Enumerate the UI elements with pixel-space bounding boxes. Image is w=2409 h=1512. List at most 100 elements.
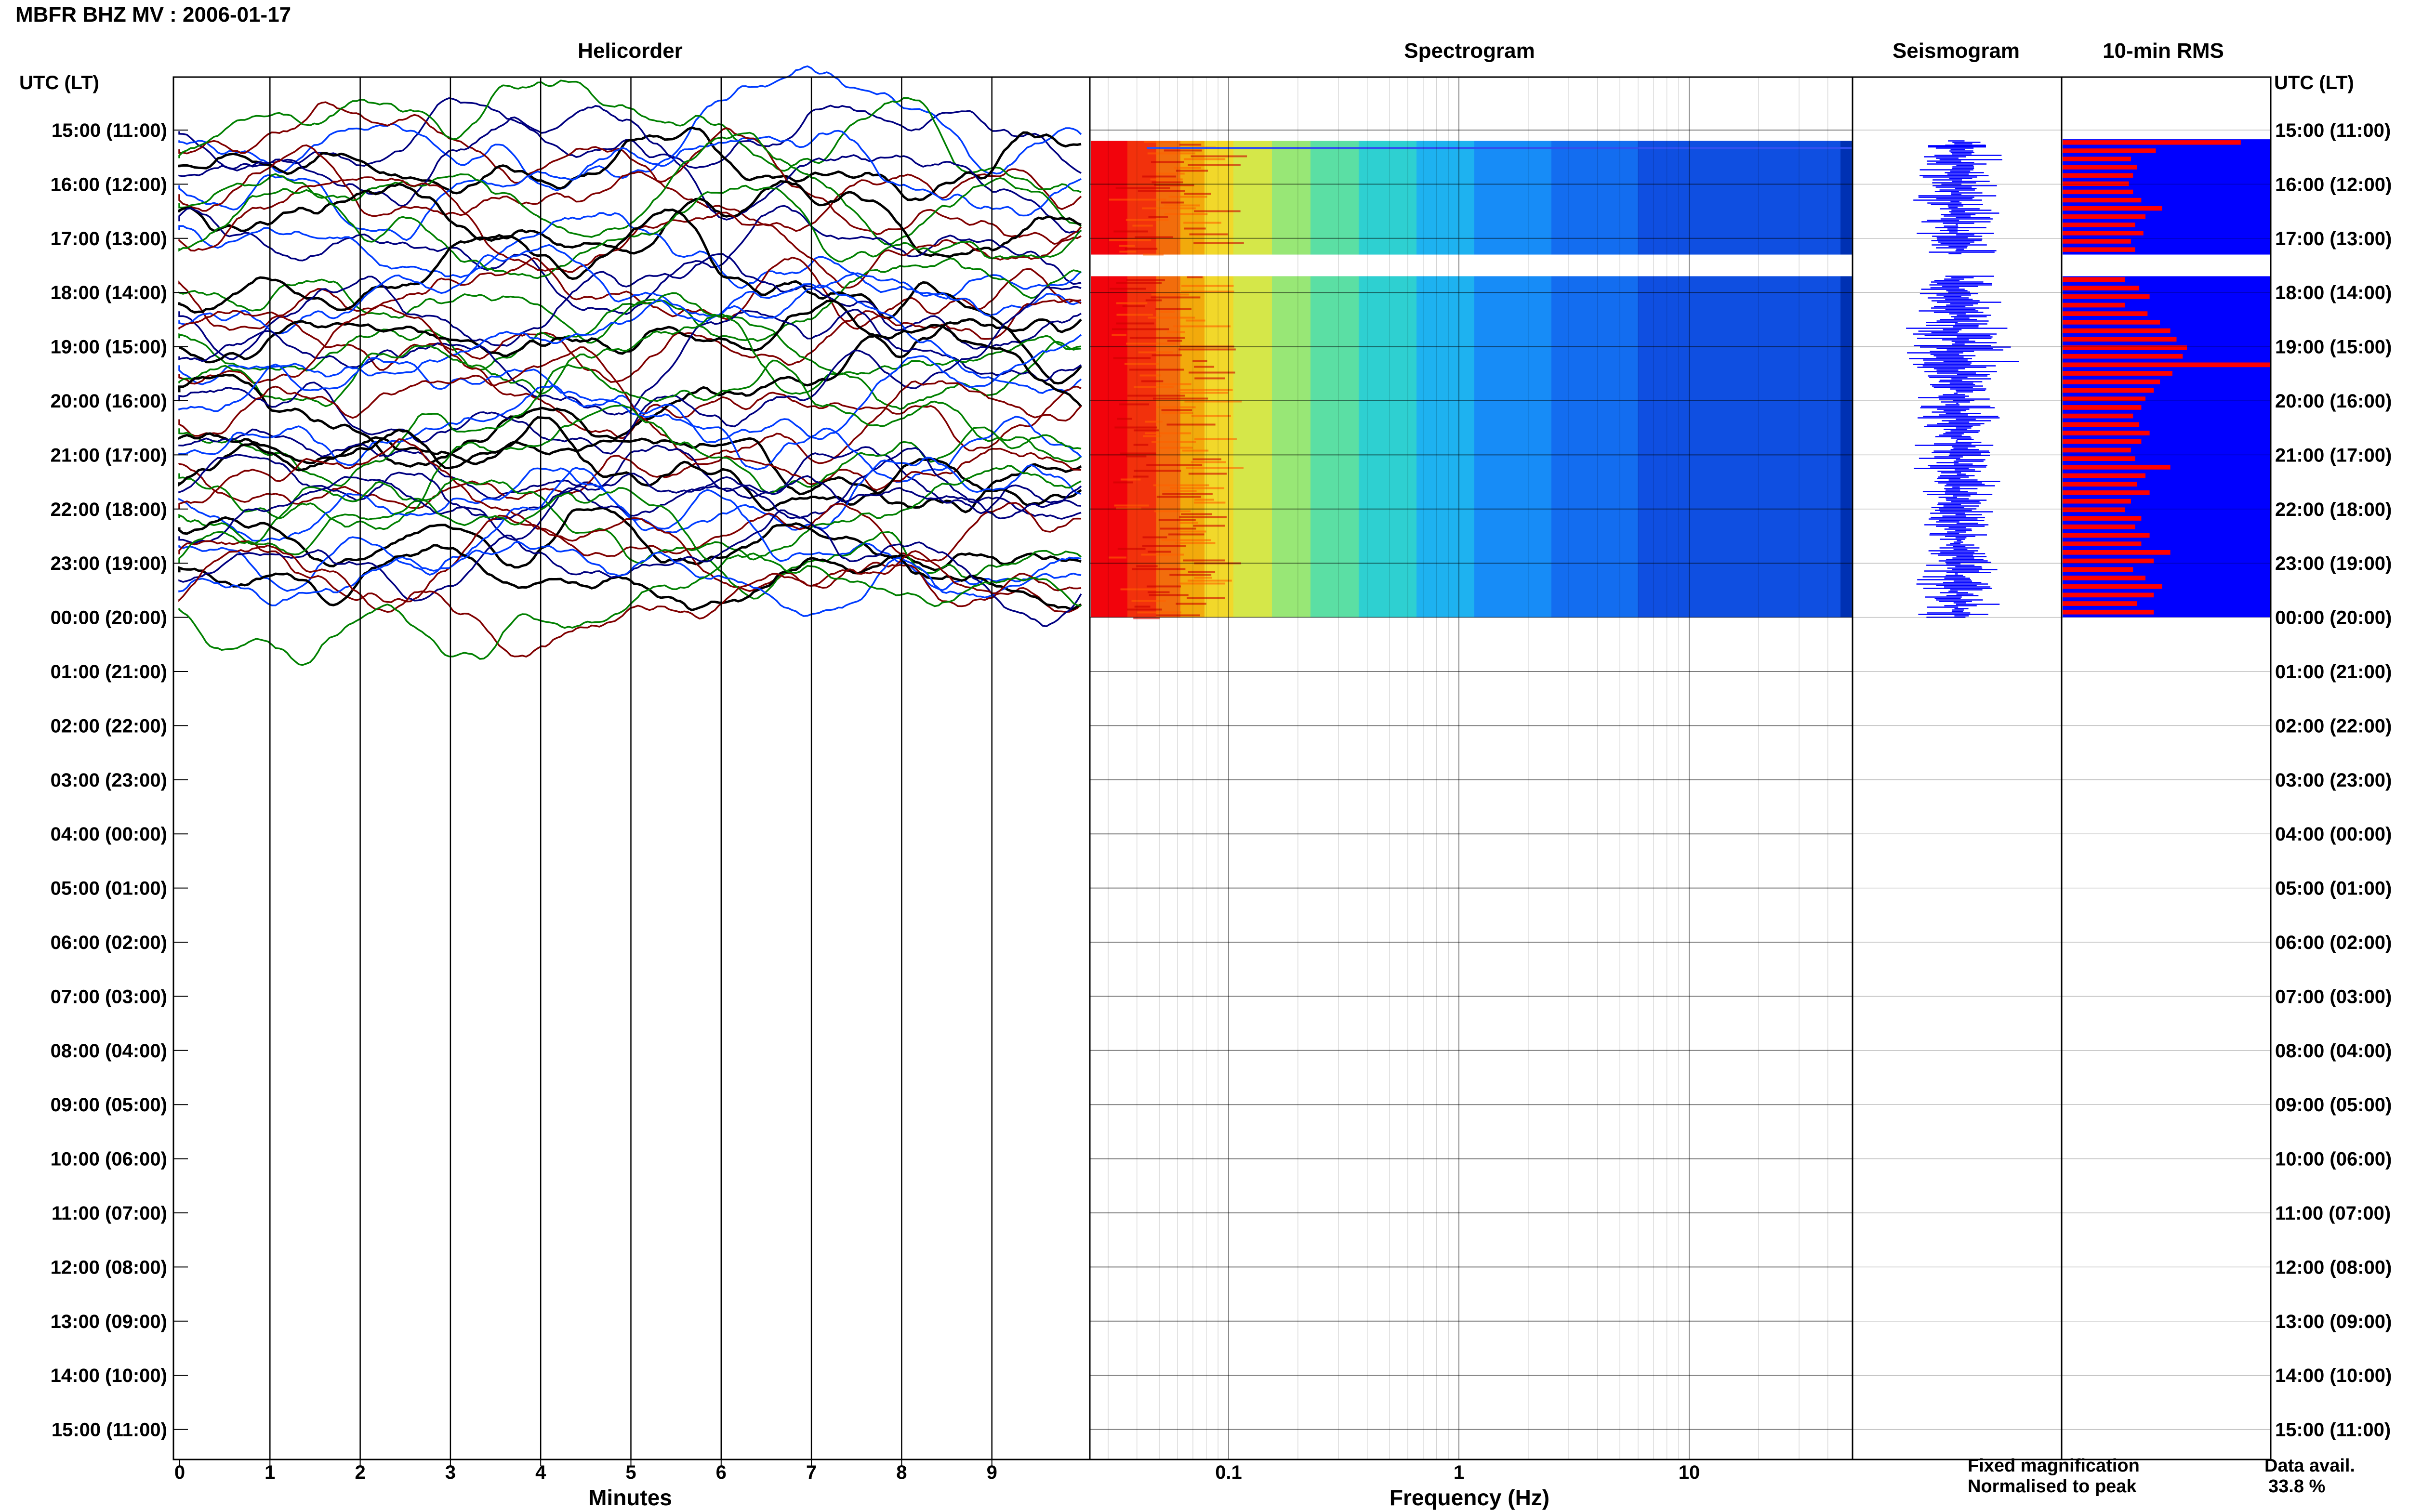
time-tick-label-right: 20:00 (16:00) — [2275, 391, 2392, 412]
spectrogram-band — [1474, 276, 1551, 618]
helicorder-x-label: Minutes — [588, 1485, 672, 1510]
spectrogram-streak — [1193, 366, 1215, 368]
rms-bar — [2063, 609, 2154, 615]
spectrogram-streak — [1189, 233, 1228, 236]
spectrogram-streak — [1113, 481, 1133, 484]
rms-bar — [2063, 345, 2187, 350]
spectrogram-streak — [1150, 178, 1183, 181]
helicorder-x-tick-label: 0 — [174, 1462, 185, 1483]
time-tick-label-right: 01:00 (21:00) — [2275, 661, 2392, 683]
spectrogram-streak — [1115, 187, 1170, 189]
spectrogram-streak — [1179, 516, 1227, 518]
helicorder-trace — [178, 314, 1082, 408]
spectrogram-streak — [1187, 597, 1225, 599]
spectrogram-streak — [1109, 239, 1152, 241]
rms-bar — [2063, 413, 2133, 419]
spectrogram-streak — [1153, 484, 1209, 486]
spectrogram-streak — [1161, 201, 1184, 204]
spectrogram-streak — [1137, 611, 1182, 614]
spectrogram-streak — [1188, 571, 1216, 573]
rms-bar — [2063, 482, 2137, 487]
spectrogram-streak — [1187, 276, 1203, 278]
spectrogram-band — [1310, 141, 1359, 255]
panel-title-rms: 10-min RMS — [2103, 39, 2224, 63]
rms-bar — [2063, 592, 2154, 598]
rms-bar — [2063, 319, 2160, 325]
spectrogram-streak — [1132, 568, 1186, 570]
helicorder-trace — [178, 101, 1082, 232]
spectrogram-streak — [1170, 487, 1225, 489]
time-tick-label-left: 22:00 (18:00) — [51, 499, 167, 520]
rms-panel — [2063, 139, 2270, 618]
helicorder-x-tick-label: 7 — [806, 1462, 817, 1483]
spectrogram-streak — [1155, 308, 1191, 310]
helicorder-trace — [178, 346, 1082, 464]
spectrogram-streak — [1146, 585, 1181, 588]
rms-bar — [2063, 541, 2142, 547]
spectrogram-streak — [1116, 302, 1148, 304]
spectrogram-streak — [1117, 548, 1146, 550]
spectrogram-band — [1551, 141, 1638, 255]
spectrogram-streak — [1146, 464, 1203, 466]
panel-title-seismogram: Seismogram — [1893, 39, 2020, 63]
time-tick-label-left: 02:00 (22:00) — [51, 715, 167, 736]
panel-title-helicorder: Helicorder — [578, 39, 683, 63]
helicorder-x-tick-label: 5 — [625, 1462, 636, 1483]
time-tick-label-right: 06:00 (02:00) — [2275, 932, 2392, 953]
spectrogram-streak — [1127, 394, 1185, 397]
spectrogram-streak — [1112, 334, 1127, 336]
spectrogram-streak — [1178, 582, 1226, 585]
time-tick-label-left: 13:00 (09:00) — [51, 1311, 167, 1332]
spectrogram-streak — [1156, 496, 1201, 498]
spectrogram-streak — [1148, 551, 1171, 553]
spectrogram-streak — [1124, 363, 1160, 365]
spectrogram-streak — [1173, 325, 1231, 328]
rms-bar — [2063, 148, 2156, 153]
spectrogram-band — [1180, 141, 1204, 255]
spectrogram-streak — [1126, 279, 1165, 281]
spectrogram-streak — [1181, 285, 1234, 287]
rms-bar — [2063, 140, 2241, 145]
spectrogram-band — [1638, 276, 1840, 618]
time-tick-label-left: 00:00 (20:00) — [51, 607, 167, 629]
spectrogram-streak — [1143, 253, 1164, 256]
time-tick-label-left: 08:00 (04:00) — [51, 1040, 167, 1062]
helicorder-trace — [178, 514, 1082, 613]
spectrogram-streak — [1134, 605, 1151, 608]
time-tick-label-left: 20:00 (16:00) — [51, 391, 167, 412]
rms-bar — [2063, 294, 2150, 299]
spectrogram-streak — [1164, 204, 1200, 207]
spectrogram-streak — [1162, 493, 1213, 495]
rms-bar — [2063, 181, 2129, 186]
helicorder-trace — [178, 131, 1082, 246]
rms-bar — [2063, 328, 2171, 333]
spectrogram-streak — [1181, 513, 1212, 515]
panel-title-spectrogram: Spectrogram — [1404, 39, 1535, 63]
time-tick-label-right: 04:00 (00:00) — [2275, 824, 2392, 845]
rms-bar — [2063, 558, 2154, 564]
spectrogram-streak — [1113, 230, 1148, 233]
rms-bar — [2063, 157, 2131, 161]
time-tick-label-right: 18:00 (14:00) — [2275, 282, 2392, 303]
spectrogram-streak — [1148, 316, 1195, 319]
spectrogram-streak — [1145, 421, 1163, 423]
spectrogram-streak — [1194, 210, 1241, 212]
rms-bar — [2063, 405, 2142, 410]
helicorder-x-tick-label: 3 — [445, 1462, 456, 1483]
spectrogram-streak — [1162, 490, 1197, 492]
spectrogram-streak — [1120, 588, 1159, 591]
rms-bar — [2063, 567, 2133, 572]
time-tick-label-right: 05:00 (01:00) — [2275, 878, 2392, 899]
spectrogram-streak — [1133, 617, 1160, 619]
spectrogram-streak — [1166, 423, 1216, 426]
helicorder-x-tick-label: 6 — [716, 1462, 727, 1483]
helicorder-trace — [178, 544, 1082, 658]
spectrogram-streak — [1120, 478, 1141, 481]
spectrogram-streak — [1185, 319, 1205, 322]
spectrogram-streak — [1178, 530, 1206, 533]
rms-fixed-fill — [2063, 276, 2270, 618]
rms-bar — [2063, 239, 2131, 244]
spectrogram-streak — [1136, 565, 1158, 567]
rms-bar — [2063, 388, 2154, 393]
spectrogram-streak — [1184, 193, 1211, 195]
